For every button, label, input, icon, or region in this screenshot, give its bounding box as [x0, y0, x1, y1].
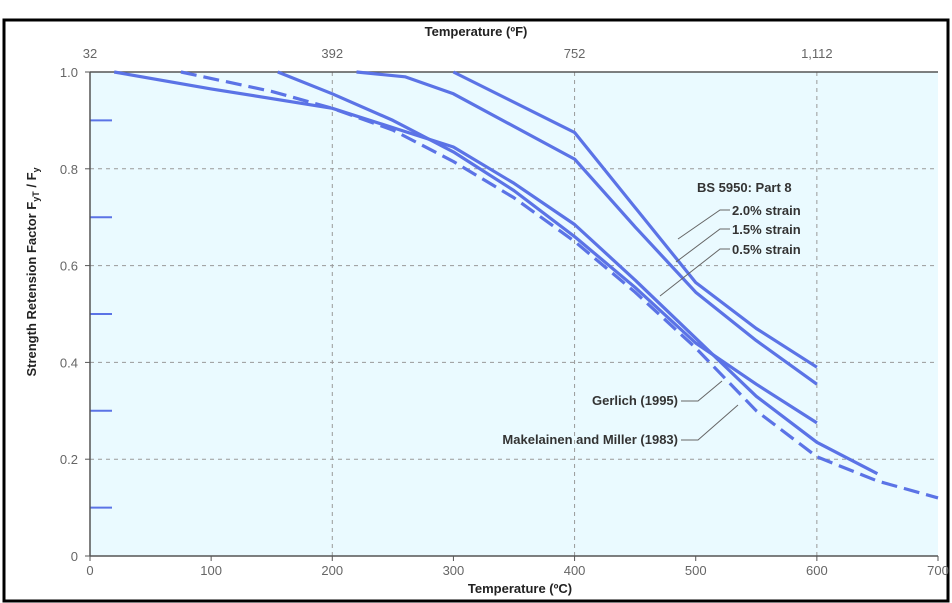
x-tick-label: 300: [443, 563, 465, 578]
y-axis-title: Strength Retension Factor FyT / Fy: [24, 167, 41, 376]
annotation-2-0-strain: 2.0% strain: [732, 203, 801, 218]
x2-tick-label: 1,112: [801, 46, 833, 61]
y-tick-label: 1.0: [60, 65, 78, 80]
y-tick-label: 0: [71, 549, 78, 564]
x2-axis-title: Temperature (ºF): [425, 24, 528, 39]
y-axis-title-main: Strength Retension Factor F: [24, 202, 39, 377]
x-tick-label: 700: [927, 563, 949, 578]
grid-layer: [90, 72, 938, 556]
tick-label-layer: 0 100 200 300 400 500 600 700 32 392 752 1,112 0 0.2 0…: [60, 46, 949, 578]
bs5950-group-label: BS 5950: Part 8: [697, 180, 792, 195]
y-axis-title-slash: / F: [24, 172, 39, 191]
x2-tick-label: 392: [321, 46, 343, 61]
y-tick-label: 0.4: [60, 355, 78, 370]
x-axis-title: Temperature (ºC): [468, 581, 572, 596]
x-tick-label: 100: [200, 563, 222, 578]
leader-makelainen: [681, 404, 739, 441]
leader-1-5-strain: [675, 228, 730, 263]
outer-frame: [2, 18, 950, 603]
y-tick-label: 0.6: [60, 259, 78, 274]
x-tick-label: 0: [86, 563, 93, 578]
annotation-0-5-strain: 0.5% strain: [732, 242, 801, 257]
x-tick-label: 400: [564, 563, 586, 578]
y-tick-label: 0.2: [60, 452, 78, 467]
x-tick-label: 600: [806, 563, 828, 578]
y-axis-title-sub-yt: yT: [31, 191, 41, 202]
x-tick-label: 500: [685, 563, 707, 578]
series-line-1: [356, 70, 818, 386]
leader-lines: [659, 209, 739, 441]
x2-tick-label: 32: [83, 46, 97, 61]
plot-area: [90, 72, 938, 556]
y-tick-label: 0.8: [60, 162, 78, 177]
annotation-1-5-strain: 1.5% strain: [732, 222, 801, 237]
series-line-3: [113, 70, 879, 476]
x-tick-label: 200: [321, 563, 343, 578]
series-layer: [113, 70, 939, 500]
series-line-2: [277, 70, 818, 425]
leader-gerlich: [681, 380, 723, 402]
leader-0-5-strain: [659, 248, 730, 297]
annotation-gerlich: Gerlich (1995): [592, 393, 678, 408]
x2-tick-label: 752: [564, 46, 586, 61]
annotation-makelainen: Makelainen and Miller (1983): [502, 432, 678, 447]
left-minor-ticks: [90, 119, 112, 509]
y-axis-title-sub-y: y: [31, 167, 41, 172]
leader-2-0-strain: [677, 209, 730, 240]
series-line-0: [452, 70, 818, 369]
